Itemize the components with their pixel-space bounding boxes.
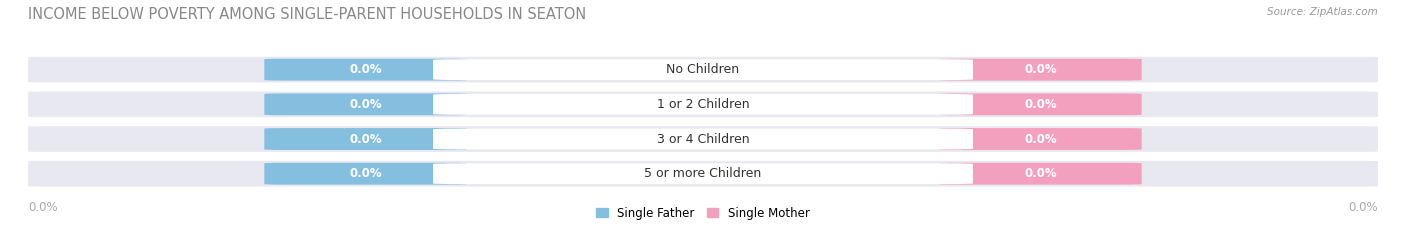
FancyBboxPatch shape	[28, 161, 1378, 187]
FancyBboxPatch shape	[28, 92, 1378, 117]
Text: 0.0%: 0.0%	[349, 63, 382, 76]
FancyBboxPatch shape	[264, 59, 467, 81]
Text: 0.0%: 0.0%	[28, 201, 58, 214]
Legend: Single Father, Single Mother: Single Father, Single Mother	[596, 206, 810, 219]
FancyBboxPatch shape	[28, 57, 1378, 82]
FancyBboxPatch shape	[433, 129, 973, 149]
Text: 3 or 4 Children: 3 or 4 Children	[657, 133, 749, 146]
FancyBboxPatch shape	[264, 128, 467, 150]
FancyBboxPatch shape	[433, 59, 973, 80]
FancyBboxPatch shape	[939, 128, 1142, 150]
FancyBboxPatch shape	[433, 94, 973, 115]
FancyBboxPatch shape	[939, 59, 1142, 81]
Text: 1 or 2 Children: 1 or 2 Children	[657, 98, 749, 111]
Text: 0.0%: 0.0%	[1024, 167, 1057, 180]
Text: 0.0%: 0.0%	[349, 98, 382, 111]
FancyBboxPatch shape	[433, 163, 973, 184]
FancyBboxPatch shape	[28, 126, 1378, 152]
FancyBboxPatch shape	[264, 163, 467, 185]
Text: 0.0%: 0.0%	[1024, 133, 1057, 146]
Text: 0.0%: 0.0%	[349, 167, 382, 180]
Text: 0.0%: 0.0%	[349, 133, 382, 146]
Text: Source: ZipAtlas.com: Source: ZipAtlas.com	[1267, 7, 1378, 17]
FancyBboxPatch shape	[939, 93, 1142, 115]
Text: No Children: No Children	[666, 63, 740, 76]
Text: 5 or more Children: 5 or more Children	[644, 167, 762, 180]
Text: 0.0%: 0.0%	[1024, 63, 1057, 76]
FancyBboxPatch shape	[264, 93, 467, 115]
FancyBboxPatch shape	[939, 163, 1142, 185]
Text: 0.0%: 0.0%	[1348, 201, 1378, 214]
Text: INCOME BELOW POVERTY AMONG SINGLE-PARENT HOUSEHOLDS IN SEATON: INCOME BELOW POVERTY AMONG SINGLE-PARENT…	[28, 7, 586, 22]
Text: 0.0%: 0.0%	[1024, 98, 1057, 111]
